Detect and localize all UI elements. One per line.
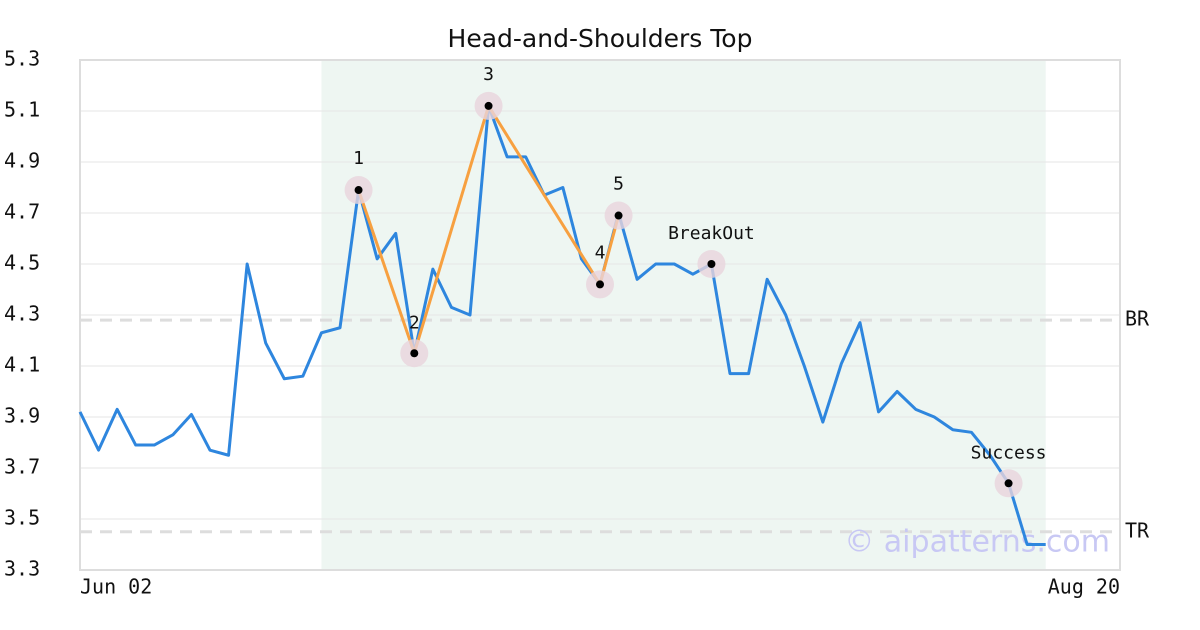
x-tick-label: Aug 20 xyxy=(1048,575,1120,599)
y-tick-label: 5.1 xyxy=(4,98,40,122)
point-label: 2 xyxy=(409,312,420,333)
y-tick-label: 4.7 xyxy=(4,200,40,224)
watermark: © aipatterns.com xyxy=(844,525,1110,560)
y-tick-label: 4.3 xyxy=(4,302,40,326)
point-label: Success xyxy=(971,442,1047,463)
point-label: 5 xyxy=(613,174,624,195)
point-label: 1 xyxy=(353,148,364,169)
point-marker xyxy=(354,186,363,195)
x-tick-label: Jun 02 xyxy=(80,575,152,599)
y-tick-label: 5.3 xyxy=(4,47,40,71)
y-tick-label: 3.5 xyxy=(4,506,40,530)
price-line xyxy=(78,104,1046,546)
point-marker xyxy=(410,349,419,358)
y-tick-label: 3.7 xyxy=(4,455,40,479)
y-tick-label: 3.9 xyxy=(4,404,40,428)
point-label: 3 xyxy=(483,64,494,85)
point-marker xyxy=(596,280,604,289)
level-label: BR xyxy=(1125,307,1150,331)
point-marker xyxy=(484,101,493,110)
chart-title: Head-and-Shoulders Top xyxy=(448,24,753,53)
point-marker xyxy=(707,260,716,268)
plot-frame xyxy=(79,59,1121,571)
point-label: BreakOut xyxy=(668,223,755,244)
y-tick-label: 3.3 xyxy=(4,557,40,581)
y-tick-label: 4.5 xyxy=(4,251,40,275)
y-tick-label: 4.1 xyxy=(4,353,40,377)
point-marker xyxy=(1004,479,1013,488)
point-marker xyxy=(614,211,623,220)
point-label: 4 xyxy=(595,242,606,263)
level-label: TR xyxy=(1125,518,1150,542)
y-tick-label: 4.9 xyxy=(4,149,40,173)
